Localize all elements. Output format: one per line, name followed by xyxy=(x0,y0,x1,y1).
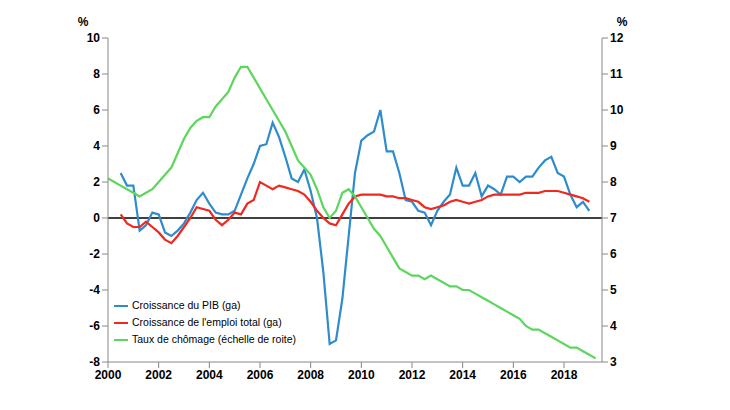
svg-text:6: 6 xyxy=(93,103,100,117)
html-text:Taux de chômage (échelle de ro: Taux de chômage (échelle de roite) xyxy=(132,333,296,345)
svg-text:11: 11 xyxy=(610,67,623,81)
svg-text:2006: 2006 xyxy=(247,368,274,382)
svg-text:%: % xyxy=(617,15,628,29)
svg-text:2018: 2018 xyxy=(551,368,578,382)
svg-text:2002: 2002 xyxy=(145,368,172,382)
svg-text:2010: 2010 xyxy=(348,368,375,382)
svg-text:-8: -8 xyxy=(89,355,100,369)
svg-text:8: 8 xyxy=(610,175,617,189)
svg-text:10: 10 xyxy=(87,31,101,45)
svg-text:2004: 2004 xyxy=(196,368,223,382)
svg-text:2014: 2014 xyxy=(449,368,476,382)
svg-text:2016: 2016 xyxy=(500,368,527,382)
svg-text:6: 6 xyxy=(610,247,617,261)
svg-text:0: 0 xyxy=(93,211,100,225)
svg-text:2000: 2000 xyxy=(95,368,122,382)
svg-text:2: 2 xyxy=(93,175,100,189)
svg-text:2012: 2012 xyxy=(399,368,426,382)
html-text:Croissance du PIB (ga): Croissance du PIB (ga) xyxy=(132,299,241,311)
svg-text:4: 4 xyxy=(93,139,100,153)
svg-text:12: 12 xyxy=(610,31,624,45)
svg-text:7: 7 xyxy=(610,211,617,225)
svg-text:8: 8 xyxy=(93,67,100,81)
svg-text:5: 5 xyxy=(610,283,617,297)
svg-text:%: % xyxy=(78,15,89,29)
svg-text:4: 4 xyxy=(610,319,617,333)
svg-text:-6: -6 xyxy=(89,319,100,333)
svg-text:2008: 2008 xyxy=(297,368,324,382)
svg-text:-4: -4 xyxy=(89,283,100,297)
svg-text:10: 10 xyxy=(610,103,624,117)
svg-text:9: 9 xyxy=(610,139,617,153)
svg-text:3: 3 xyxy=(610,355,617,369)
html-text:Croissance de l'emploi total (: Croissance de l'emploi total (ga) xyxy=(132,316,282,328)
svg-text:-2: -2 xyxy=(89,247,100,261)
